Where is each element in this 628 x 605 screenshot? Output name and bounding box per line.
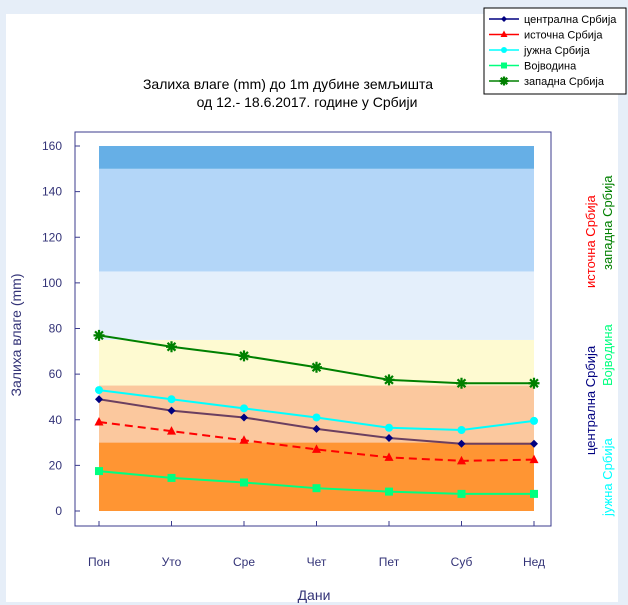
side-label-1: источна Србија	[583, 194, 598, 288]
x-tick-label-4: Пет	[379, 555, 400, 569]
chart-title-line-1: Залиха влаге (mm) до 1m дубине земљишта	[143, 76, 433, 92]
series-1-point-3	[312, 444, 321, 453]
legend-marker-1	[500, 30, 508, 37]
series-3-point-0	[95, 467, 103, 476]
series-2-point-2	[240, 404, 248, 413]
series-3-point-6	[530, 489, 538, 498]
y-tick-label-120: 120	[42, 230, 62, 244]
series-1-point-6	[529, 454, 539, 464]
legend-label-4: западна Србија	[524, 76, 605, 88]
series-2-point-0	[95, 386, 103, 395]
series-4-point-2	[238, 350, 250, 362]
series-0-point-6	[530, 439, 538, 448]
x-axis: Пон Уто Сре Чет Пет Суб Нед	[88, 521, 545, 569]
x-tick-label-3: Чет	[307, 555, 327, 569]
series-0-point-1	[167, 406, 176, 415]
series-3-point-5	[457, 489, 466, 498]
series-0-point-0	[95, 395, 103, 404]
series-2-point-3	[312, 413, 321, 422]
series-4-point-4	[383, 374, 395, 386]
y-axis: 0 20 40 60 80 100 120 140 160	[42, 139, 80, 518]
series-0-point-3	[312, 424, 321, 433]
band-3	[99, 271, 534, 340]
side-label-4: западна Србија	[600, 175, 615, 270]
series-0-point-5	[457, 439, 466, 448]
y-tick-label-140: 140	[42, 185, 62, 199]
x-tick-label-0: Пон	[88, 555, 110, 569]
side-label-3: Војводина	[600, 323, 615, 386]
chart-title-line-2: од 12.- 18.6.2017. године у Србији	[197, 94, 418, 110]
legend-label-2: јужна Србија	[523, 45, 591, 57]
y-axis-label: Залиха влаге (mm)	[8, 274, 24, 397]
series-2-point-1	[167, 395, 176, 404]
series-1-point-1	[167, 426, 176, 435]
legend-marker-4	[499, 76, 509, 86]
series-1-point-0	[94, 417, 104, 426]
band-5	[99, 146, 534, 169]
series-3-point-1	[167, 473, 176, 482]
x-tick-label-1: Уто	[162, 555, 182, 569]
series-group	[93, 329, 540, 498]
series-4-point-5	[456, 377, 467, 389]
legend-box	[483, 7, 627, 95]
legend-label-1: источна Србија	[524, 30, 603, 42]
series-1-point-2	[239, 435, 249, 444]
side-label-2: јужна Србија	[600, 438, 615, 517]
y-tick-label-60: 60	[49, 367, 63, 381]
series-0-point-2	[240, 413, 248, 422]
y-tick-label-100: 100	[42, 276, 62, 290]
y-tick-label-40: 40	[49, 413, 63, 427]
side-label-0: централна Србија	[583, 345, 598, 455]
series-4-point-3	[311, 361, 322, 373]
series-0-point-4	[385, 434, 393, 442]
x-axis-label: Дани	[298, 587, 331, 603]
legend-marker-3	[501, 62, 507, 69]
legend-label-0: централна Србија	[524, 14, 617, 26]
series-1-point-5	[457, 455, 466, 465]
series-1-point-4	[384, 452, 394, 461]
y-tick-label-80: 80	[49, 322, 63, 336]
series-3-point-4	[385, 487, 393, 496]
series-2-point-6	[530, 416, 538, 425]
x-tick-label-2: Сре	[233, 555, 255, 569]
y-tick-label-160: 160	[42, 139, 62, 153]
x-tick-label-5: Суб	[451, 555, 473, 569]
legend-marker-2	[501, 47, 507, 53]
legend-marker-0	[501, 16, 507, 22]
series-4-point-1	[166, 341, 177, 353]
y-tick-label-0: 0	[55, 504, 62, 518]
moisture-bands	[99, 146, 534, 511]
series-2-point-5	[457, 426, 466, 435]
legend: централна Србија источна Србија јужна Срби…	[483, 7, 627, 95]
y-tick-label-20: 20	[49, 458, 63, 472]
series-2-point-4	[385, 423, 393, 432]
series-4-point-6	[528, 377, 540, 389]
side-labels: централна Србија источна Србија јужна Срби…	[583, 175, 615, 517]
band-4	[99, 168, 534, 272]
series-3-point-2	[240, 478, 248, 487]
series-4-point-0	[93, 329, 105, 341]
legend-label-3: Војводина	[524, 61, 577, 73]
series-3-point-3	[312, 484, 321, 493]
x-tick-label-6: Нед	[523, 555, 545, 569]
